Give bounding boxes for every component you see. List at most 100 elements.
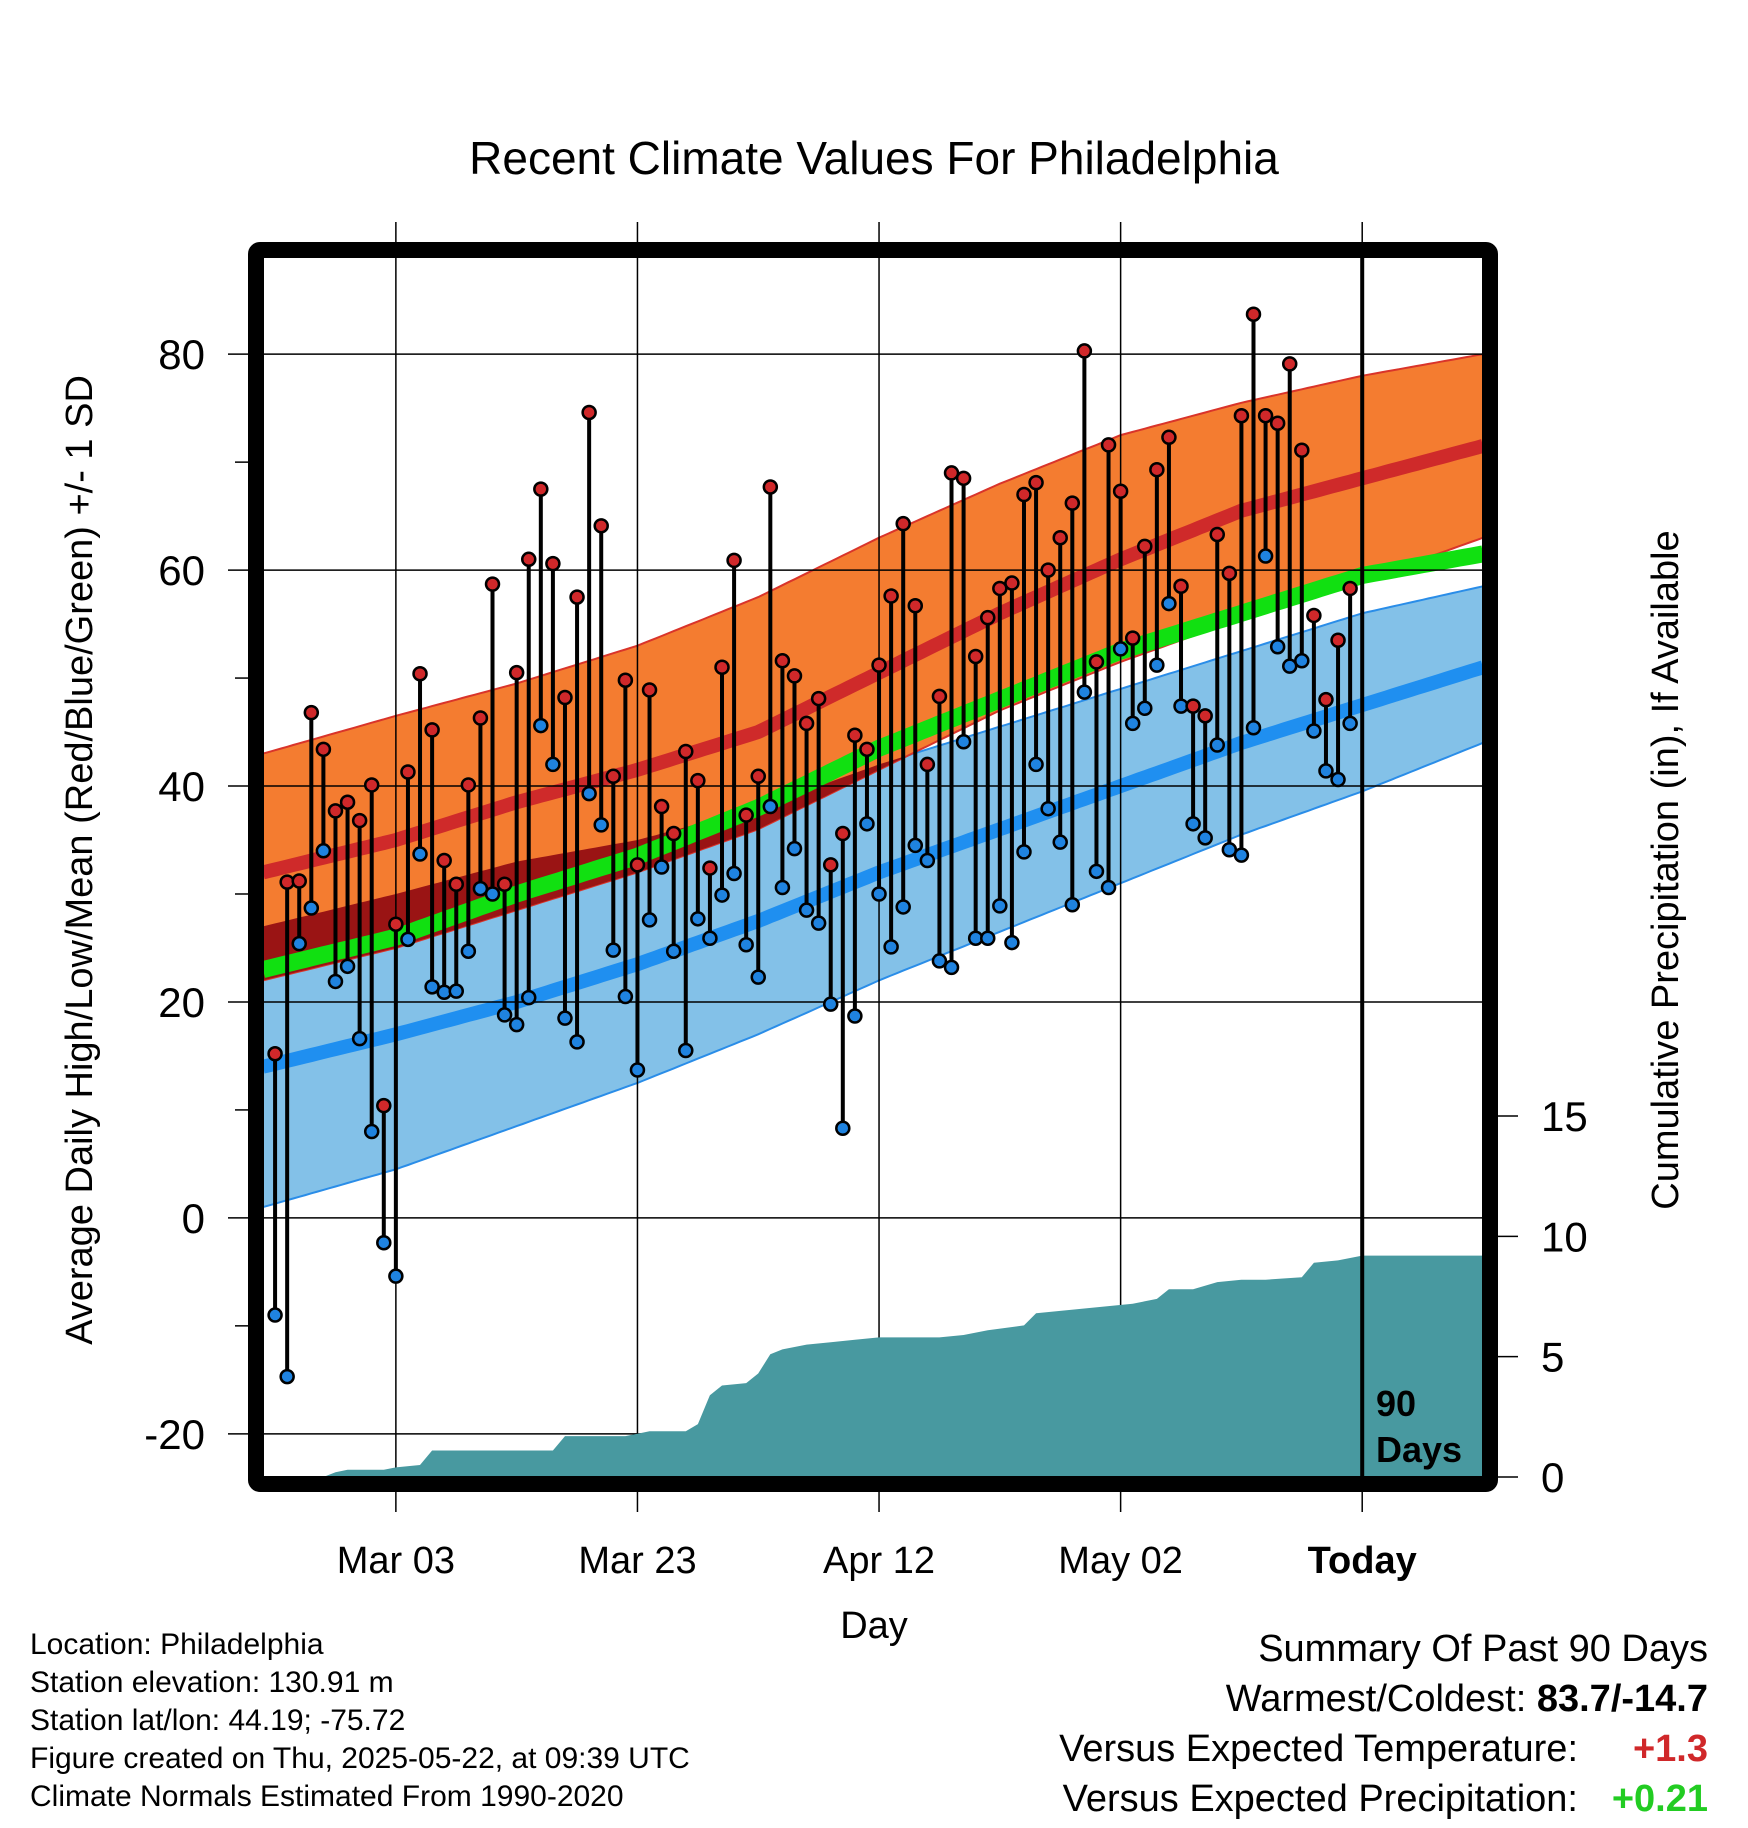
station-info: Location: Philadelphia Station elevation…	[30, 1626, 690, 1816]
high-point	[943, 465, 960, 481]
low-point	[883, 939, 899, 955]
precipitation-area	[263, 1255, 1483, 1477]
y-axis-label: Average Daily High/Low/Mean (Red/Blue/Gr…	[59, 375, 101, 1345]
high-point	[835, 825, 851, 842]
y2-axis-label: Cumulative Precipitation (in), If Availa…	[1645, 530, 1687, 1209]
low-point	[1149, 657, 1165, 673]
low-point	[496, 1007, 513, 1023]
low-point	[1330, 771, 1346, 788]
high-point	[605, 768, 622, 785]
high-point	[1318, 691, 1334, 708]
y-tick-label: -20	[144, 1411, 205, 1458]
today-days-label: 90 Days	[1376, 1383, 1462, 1470]
y-tick-label: 80	[158, 331, 205, 378]
y2-axis-ticks: 15 10 5 0	[1498, 1093, 1588, 1501]
high-point	[1124, 630, 1141, 646]
low-point	[1342, 715, 1358, 732]
high-point	[1257, 407, 1274, 424]
high-point	[980, 609, 996, 626]
low-point	[1052, 834, 1068, 850]
low-point	[400, 931, 416, 948]
warmest-value: 83.7/-14.7	[1536, 1678, 1708, 1720]
high-point	[702, 860, 718, 876]
high-point	[412, 665, 428, 682]
location-text: Location: Philadelphia	[30, 1628, 324, 1661]
high-point	[1004, 575, 1020, 591]
high-point	[1294, 442, 1310, 459]
today-days-number: 90	[1376, 1383, 1416, 1424]
high-point	[520, 551, 537, 568]
x-tick-label: Mar 03	[337, 1540, 455, 1582]
low-point	[629, 1062, 646, 1078]
high-point	[327, 803, 344, 819]
low-point	[412, 846, 428, 862]
low-point	[1004, 934, 1020, 951]
low-point	[448, 983, 465, 999]
high-point	[931, 688, 948, 705]
low-point	[1112, 641, 1129, 657]
y-tick-label: 40	[158, 763, 205, 810]
latlon-text: Station lat/lon: 44.19; -75.72	[30, 1704, 406, 1737]
low-point	[738, 936, 754, 953]
low-point	[702, 930, 718, 947]
elevation-text: Station elevation: 130.91 m	[30, 1666, 394, 1699]
high-point	[508, 664, 525, 681]
high-point	[678, 743, 694, 760]
low-point	[943, 959, 960, 976]
y-tick-label: 20	[158, 979, 205, 1026]
high-point	[762, 479, 779, 495]
chart-title: Recent Climate Values For Philadelphia	[469, 132, 1279, 184]
high-point	[315, 741, 332, 758]
x-axis-label: Day	[840, 1605, 908, 1647]
low-point	[569, 1034, 585, 1050]
plot-border	[248, 242, 1498, 1492]
temp-value: +1.3	[1632, 1728, 1708, 1770]
high-point	[617, 672, 634, 688]
low-point	[472, 880, 489, 897]
low-point	[557, 1010, 573, 1026]
low-point	[1197, 830, 1213, 846]
high-point	[774, 653, 791, 669]
high-point	[859, 741, 875, 758]
high-point	[714, 659, 730, 676]
low-point	[726, 865, 742, 882]
y2-tick-label: 0	[1541, 1454, 1564, 1501]
high-point	[919, 756, 936, 773]
low-point	[303, 900, 320, 916]
high-point	[363, 777, 380, 793]
y2-tick-label: 15	[1541, 1093, 1588, 1140]
y-tick-label: 0	[182, 1195, 205, 1242]
low-point	[919, 852, 936, 869]
low-point	[605, 942, 622, 958]
high-point	[883, 588, 899, 604]
low-point	[1257, 548, 1274, 564]
low-point	[617, 988, 634, 1005]
low-point	[931, 953, 948, 969]
precip-fill	[263, 1255, 1483, 1477]
low-point	[520, 989, 537, 1006]
high-point	[436, 852, 452, 869]
low-point	[1028, 756, 1044, 773]
high-point	[1330, 632, 1346, 649]
high-point	[810, 690, 827, 707]
high-point	[1245, 306, 1262, 322]
temp-row: Versus Expected Temperature: +1.3	[1059, 1724, 1708, 1774]
low-point	[980, 930, 996, 947]
low-point	[1209, 737, 1226, 753]
high-point	[786, 668, 803, 684]
low-point	[315, 843, 332, 859]
x-tick-label: May 02	[1058, 1540, 1183, 1582]
high-point	[424, 722, 440, 738]
low-point	[1221, 841, 1238, 858]
low-point	[581, 785, 597, 802]
low-point	[992, 898, 1008, 914]
high-point	[388, 916, 404, 932]
high-point	[1028, 474, 1044, 491]
high-point	[1076, 343, 1093, 359]
summary-panel: Summary Of Past 90 Days Warmest/Coldest:…	[1059, 1624, 1708, 1824]
high-point	[907, 597, 924, 614]
warmest-coldest-row: Warmest/Coldest: 83.7/-14.7	[1059, 1674, 1708, 1724]
low-point	[835, 1120, 851, 1137]
high-point	[1281, 356, 1298, 372]
precip-value: +0.21	[1611, 1778, 1708, 1820]
